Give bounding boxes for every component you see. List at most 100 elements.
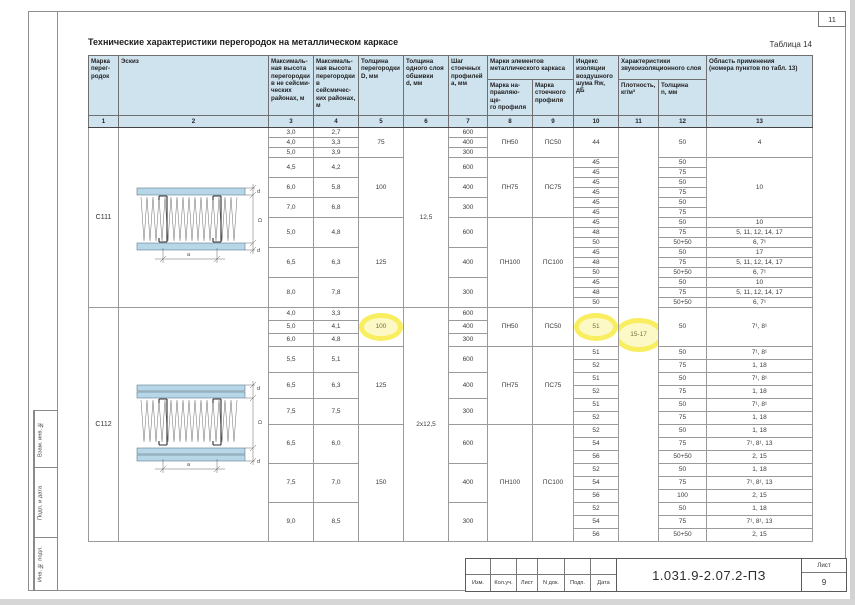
table-cell: 2, 15 [706, 450, 814, 464]
table-cell: 2, 15 [706, 528, 814, 542]
col-header-stud-spacing: Шаг стоечных профилей а, мм [448, 55, 488, 116]
table-cell: 7,5 [313, 398, 359, 425]
table-cell: 6, 7¹ [706, 297, 814, 308]
table-cell: 75 [658, 476, 708, 490]
table-cell: ПС100 [531, 217, 575, 308]
table-cell: 75 [658, 287, 708, 298]
table-cell: 50+50 [658, 237, 708, 248]
scan-edge-bottom [0, 599, 855, 605]
table-cell: 75 [658, 187, 708, 198]
revision-cell [591, 559, 616, 575]
table-cell: 54 [573, 476, 620, 490]
table-cell: 3,0 [268, 127, 314, 138]
stamp-podp-data: Подп. и дата [33, 467, 58, 538]
stamp-label: Подп. и дата [34, 468, 46, 537]
table-cell: 600 [448, 157, 488, 178]
table-cell: 125 [358, 217, 404, 308]
table-cell: 52 [573, 463, 620, 477]
table-cell: 5,1 [313, 346, 359, 373]
table-cell: 9,0 [268, 502, 314, 542]
table-cell: 300 [448, 197, 488, 218]
partition-mark: С111 [88, 127, 119, 308]
table-cell: 10 [706, 277, 814, 288]
table-cell: 3,9 [313, 147, 359, 158]
table-cell: 8,5 [313, 502, 359, 542]
table-cell: 7¹, 8¹, 13 [706, 476, 814, 490]
table-cell: 600 [448, 127, 488, 138]
col-number: 9 [531, 115, 575, 128]
table-cell: 150 [358, 424, 404, 542]
table-cell: 6,5 [268, 247, 314, 278]
table-cell: 45 [573, 277, 620, 288]
table-cell: ПН100 [487, 217, 533, 308]
table-cell: 50 [573, 237, 620, 248]
partition-section-drawing: a d D d [136, 381, 264, 474]
table-cell: 52 [573, 385, 620, 399]
table-cell: 1, 18 [706, 424, 814, 438]
table-cell: 45 [573, 197, 620, 208]
table-cell: 10 [706, 217, 814, 228]
table-cell: 6,5 [268, 424, 314, 464]
title-block: Изм. Кол.уч. Лист N док. Подп. Дата 1.03… [465, 558, 847, 592]
table-cell: 45 [573, 157, 620, 168]
table-cell: 56 [573, 450, 620, 464]
table-cell: 50 [658, 127, 708, 158]
table-cell: 75 [658, 515, 708, 529]
table-cell: 6,0 [268, 177, 314, 198]
table-cell: 8,0 [268, 277, 314, 308]
col-number: 13 [706, 115, 814, 128]
table-cell: 12,5 [403, 127, 449, 308]
table-cell: 400 [448, 463, 488, 503]
table-cell: 4,8 [313, 217, 359, 248]
sheet-number: 11 [828, 14, 836, 24]
table-cell: 7¹, 8¹, 13 [706, 515, 814, 529]
table-cell: 300 [448, 277, 488, 308]
table-cell: 10 [706, 157, 814, 218]
table-cell: 50 [658, 307, 708, 347]
stamp-inv-podl: Инв. № подл. [33, 537, 58, 591]
table-cell: 15-17 [618, 127, 660, 542]
col-header-guide-profile: Марка на- правляю-ще- го профиля [487, 79, 533, 116]
table-cell: 50 [658, 217, 708, 228]
table-cell: 7,0 [268, 197, 314, 218]
table-cell: ПС75 [531, 157, 575, 218]
col-header-n-thickness: Толщина n, мм [658, 79, 708, 116]
col-header-mark: Марка перег- родок [88, 55, 119, 116]
col-number: 2 [118, 115, 269, 128]
table-cell: 17 [706, 247, 814, 258]
partition-sketch-c112: a d D d [118, 307, 269, 542]
table-cell: ПС75 [531, 346, 575, 425]
svg-text:D: D [258, 218, 264, 222]
table-cell: 400 [448, 320, 488, 334]
table-cell: 6,3 [313, 372, 359, 399]
svg-text:d: d [257, 189, 260, 195]
svg-text:d: d [257, 248, 260, 254]
table-cell: 75 [358, 127, 404, 158]
table-cell: 600 [448, 346, 488, 373]
table-cell: 54 [573, 515, 620, 529]
table-cell: ПН100 [487, 424, 533, 542]
table-cell: 52 [573, 359, 620, 373]
table-cell: 51 [573, 372, 620, 386]
table-cell: 7,0 [313, 463, 359, 503]
revision-cell [491, 559, 517, 575]
col-header-layer-thickness: Толщина одного слоя обшивки d, мм [403, 55, 449, 116]
partition-section-drawing: a d D d [136, 184, 264, 264]
table-cell: 400 [448, 372, 488, 399]
table-cell: 50 [658, 157, 708, 168]
col-header-height-seismic: Максималь- ная высота перегородки в сейс… [313, 55, 359, 116]
characteristics-table: Марка перег- родок Эскиз Максималь- ная … [88, 55, 814, 542]
table-cell: ПС50 [531, 307, 575, 347]
col-group-frame-elements: Марки элементов металлического каркаса [486, 55, 575, 80]
svg-text:D: D [258, 420, 264, 424]
table-cell: 2, 15 [706, 489, 814, 503]
svg-text:a: a [187, 462, 191, 468]
table-cell: ПН50 [487, 307, 533, 347]
table-cell: 600 [448, 307, 488, 321]
table-cell: 100 [358, 307, 404, 347]
table-cell: 54 [573, 437, 620, 451]
col-group-soundproof-layer: Характеристики звукоизоляционного слоя [618, 55, 708, 80]
table-cell: 4,1 [313, 320, 359, 334]
table-cell: 50 [658, 372, 708, 386]
